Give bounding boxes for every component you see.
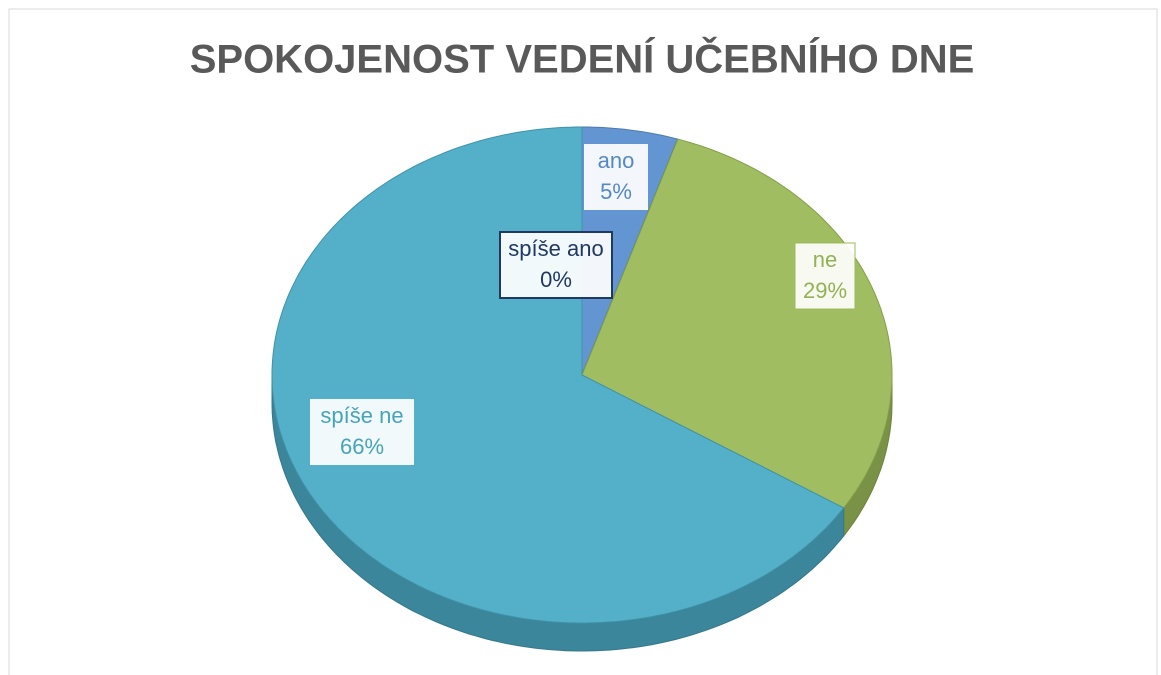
label-value: 66% xyxy=(340,434,384,459)
label-category: ano xyxy=(598,148,635,173)
slice xyxy=(271,126,845,624)
label-box xyxy=(499,231,613,299)
label-category: spíše ne xyxy=(320,403,403,428)
data-label: ano 5% xyxy=(584,144,648,210)
data-label: spíše ne 66% xyxy=(310,399,414,465)
label-category: spíše ano xyxy=(508,236,603,261)
label-box xyxy=(310,399,414,465)
data-label: spíše ano 0% xyxy=(499,231,613,299)
data-label: ne 29% xyxy=(794,242,856,310)
slice xyxy=(581,138,893,509)
label-box xyxy=(584,144,648,210)
chart-title: SPOKOJENOST VEDENÍ UČEBNÍHO DNE xyxy=(190,36,975,82)
label-value: 5% xyxy=(600,179,632,204)
label-value: 29% xyxy=(803,278,847,303)
label-category: ne xyxy=(813,247,837,272)
label-value: 0% xyxy=(540,267,572,292)
label-box xyxy=(794,242,856,310)
